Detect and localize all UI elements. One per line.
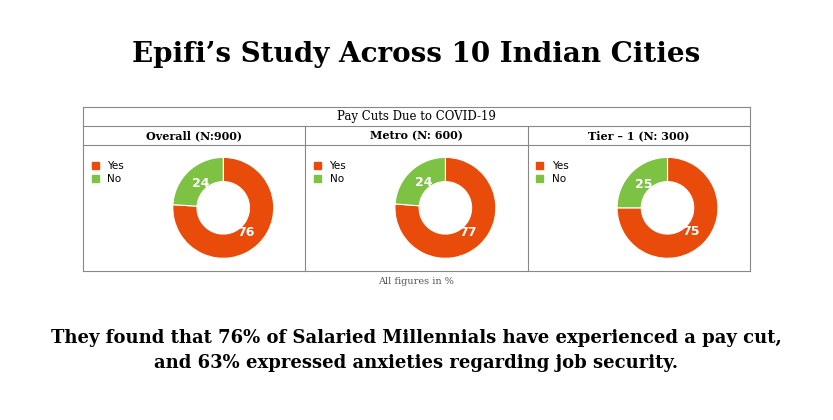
Text: They found that 76% of Salaried Millennials have experienced a pay cut,
and 63% : They found that 76% of Salaried Millenni… — [51, 329, 782, 372]
Text: Tier – 1 (N: 300): Tier – 1 (N: 300) — [588, 130, 690, 141]
Text: All figures in %: All figures in % — [378, 277, 455, 286]
Text: Epifi’s Study Across 10 Indian Cities: Epifi’s Study Across 10 Indian Cities — [132, 41, 701, 68]
Text: Overall (N:900): Overall (N:900) — [147, 130, 242, 141]
Legend: Yes, No: Yes, No — [91, 160, 125, 185]
Text: Pay Cuts Due to COVID-19: Pay Cuts Due to COVID-19 — [337, 110, 496, 123]
Text: Metro (N: 600): Metro (N: 600) — [370, 130, 463, 141]
Legend: Yes, No: Yes, No — [535, 160, 570, 185]
Legend: Yes, No: Yes, No — [313, 160, 347, 185]
